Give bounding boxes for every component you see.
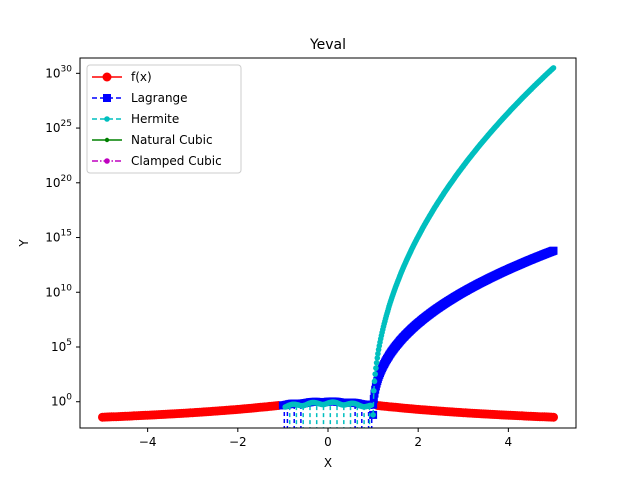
y-axis: 100 105 1010 1015 1020 1025 1030 [45,64,80,409]
plot-clip-group [98,65,558,428]
y-tick-label: 100 [51,393,72,409]
plot-area [98,65,558,428]
y-tick-label: 1010 [45,283,72,299]
x-axis: −4 −2 0 2 4 [139,428,512,449]
x-axis-label: X [324,456,332,470]
legend-label: f(x) [131,70,152,84]
chart-title: Yeval [309,37,346,53]
legend-marker [102,72,112,82]
legend-label: Lagrange [131,91,188,105]
x-tick-label: −4 [139,435,157,449]
y-tick-label: 1020 [45,174,72,190]
x-tick-label: −2 [229,435,247,449]
legend-marker [104,158,110,164]
y-axis-label: Y [17,239,31,248]
legend-box [86,64,242,174]
legend-marker [103,94,111,102]
series-hermite-point [372,371,379,377]
series-hermite-point [370,412,376,418]
series-lagrange-point [369,395,378,403]
series-hermite-point [550,65,557,71]
x-tick-label: 0 [324,435,332,449]
series-hermite-point [373,365,379,371]
legend-marker [104,137,110,143]
x-tick-label: 2 [414,435,422,449]
legend-label: Hermite [131,112,179,126]
series-hermite-point [374,355,381,361]
y-tick-label: 1030 [45,64,72,80]
series-fx-point [549,412,558,422]
series-lagrange-point [549,246,558,255]
legend-label: Clamped Cubic [131,154,222,168]
series-hermite-point [371,388,377,394]
y-tick-label: 1015 [45,229,72,245]
legend: f(x) Lagrange Hermite Natural Cubic Clamped … [86,64,242,174]
series-hermite-point [371,378,378,385]
series-hermite-point [373,360,380,366]
y-tick-label: 105 [51,338,72,354]
legend-label: Natural Cubic [131,133,213,147]
x-tick-label: 4 [505,435,513,449]
legend-marker [104,116,110,122]
y-tick-label: 1025 [45,119,72,135]
